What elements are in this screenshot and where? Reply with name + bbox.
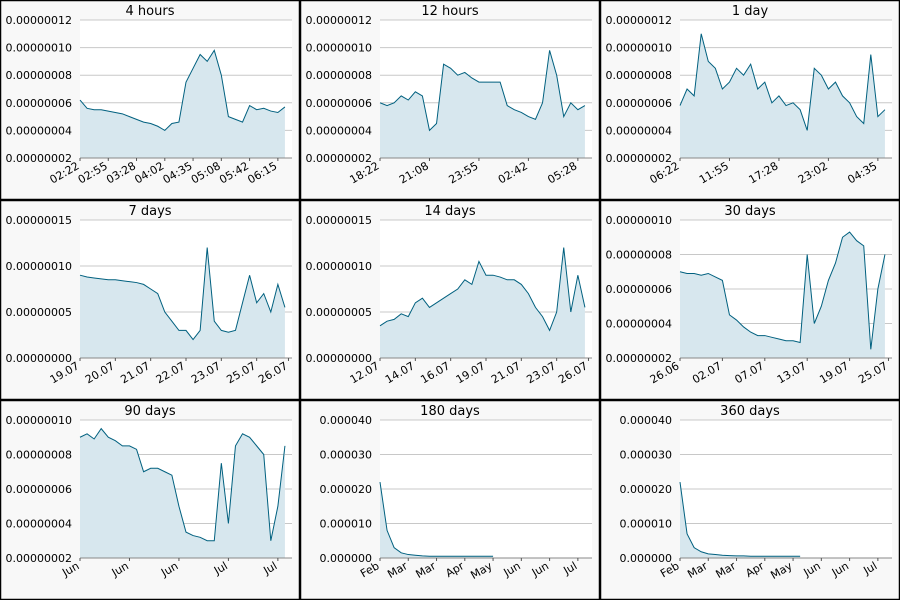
y-tick-label: 0.00000008 — [306, 69, 372, 82]
chart-title: 12 hours — [421, 4, 478, 19]
line — [679, 231, 886, 350]
line — [79, 427, 286, 542]
panel: 180 days 0.000000 0.000010 0.000020 0.000030… — [299, 399, 601, 600]
area — [680, 482, 801, 558]
x-tick-label: Jul — [860, 559, 879, 577]
line — [379, 247, 586, 332]
area — [680, 232, 885, 358]
y-tick-label: 0.00000008 — [6, 449, 72, 462]
y-tick-label: 0.000040 — [320, 414, 373, 427]
y-tick-label: 0.00000006 — [306, 97, 372, 110]
line — [679, 33, 886, 131]
line — [379, 50, 586, 132]
y-tick-label: 0.00000002 — [6, 552, 72, 565]
chart-title: 14 days — [424, 204, 476, 219]
y-tick-label: 0.000030 — [620, 449, 673, 462]
y-tick-label: 0.00000006 — [6, 97, 72, 110]
line — [79, 247, 286, 341]
y-tick-label: 0.00000004 — [306, 124, 372, 137]
chart-title: 30 days — [724, 204, 776, 219]
area — [380, 247, 585, 358]
y-tick-label: 0.00000012 — [6, 14, 72, 27]
y-tick-label: 0.00000000 — [306, 352, 372, 365]
line — [379, 482, 494, 557]
y-tick-label: 0.00000005 — [306, 306, 372, 319]
y-tick-label: 0.00000004 — [6, 518, 72, 531]
y-tick-label: 0.00000010 — [6, 42, 72, 55]
panel: 360 days 0.000000 0.000010 0.000020 0.000030… — [599, 399, 900, 600]
y-tick-label: 0.000020 — [620, 483, 673, 496]
y-tick-label: 0.00000015 — [6, 214, 72, 227]
y-tick-label: 0.00000010 — [306, 260, 372, 273]
x-tick-label: Jul — [211, 559, 230, 577]
y-tick-label: 0.000040 — [620, 414, 673, 427]
y-tick-label: 0.000020 — [320, 483, 373, 496]
y-tick-label: 0.00000005 — [6, 306, 72, 319]
chart-title: 7 days — [128, 204, 171, 219]
y-tick-label: 0.00000010 — [606, 42, 672, 55]
area — [380, 50, 585, 158]
y-tick-label: 0.00000010 — [6, 414, 72, 427]
line — [79, 49, 286, 132]
area — [80, 247, 285, 358]
y-tick-label: 0.00000010 — [6, 260, 72, 273]
y-tick-label: 0.00000006 — [6, 483, 72, 496]
panel: 14 days 0.00000000 0.00000005 0.00000010 0.0… — [299, 199, 601, 401]
y-tick-label: 0.00000006 — [606, 97, 672, 110]
y-tick-label: 0.00000008 — [6, 69, 72, 82]
area — [80, 428, 285, 558]
y-tick-label: 0.00000004 — [606, 124, 672, 137]
panel: 30 days 0.00000002 0.00000004 0.00000006 0.0… — [599, 199, 900, 401]
chart-title: 1 day — [732, 4, 769, 19]
y-tick-label: 0.00000015 — [306, 214, 372, 227]
y-tick-label: 0.000010 — [620, 518, 673, 531]
y-tick-label: 0.00000000 — [6, 352, 72, 365]
y-tick-label: 0.000010 — [320, 518, 373, 531]
panel: 7 days 0.00000000 0.00000005 0.00000010 0.00… — [0, 199, 301, 401]
y-tick-label: 0.00000002 — [6, 152, 72, 165]
y-tick-label: 0.000030 — [320, 449, 373, 462]
chart-title: 180 days — [420, 404, 480, 419]
y-tick-label: 0.00000002 — [306, 152, 372, 165]
y-tick-label: 0.00000012 — [306, 14, 372, 27]
chart-title: 90 days — [124, 404, 176, 419]
y-tick-label: 0.00000006 — [606, 283, 672, 296]
panel: 12 hours 0.00000002 0.00000004 0.00000006 0.… — [299, 0, 601, 201]
panel: 90 days 0.00000002 0.00000004 0.00000006 0.0… — [0, 399, 301, 600]
y-tick-label: 0.00000002 — [606, 352, 672, 365]
x-tick-label: Jul — [260, 559, 279, 577]
panel: 1 day 0.00000002 0.00000004 0.00000006 0.000… — [599, 0, 900, 201]
y-tick-label: 0.00000002 — [606, 152, 672, 165]
x-tick-label: Jul — [560, 559, 579, 577]
y-tick-label: 0.00000012 — [606, 14, 672, 27]
y-tick-label: 0.000000 — [620, 552, 673, 565]
chart-title: 4 hours — [126, 4, 175, 19]
y-tick-label: 0.00000010 — [606, 214, 672, 227]
y-tick-label: 0.00000004 — [6, 124, 72, 137]
y-tick-label: 0.00000008 — [606, 249, 672, 262]
panel: 4 hours 0.00000002 0.00000004 0.00000006 0.0… — [0, 0, 301, 201]
y-tick-label: 0.00000004 — [606, 318, 672, 331]
area — [380, 482, 494, 558]
y-tick-label: 0.00000008 — [606, 69, 672, 82]
line — [679, 482, 801, 557]
area — [680, 33, 885, 158]
y-tick-label: 0.00000010 — [306, 42, 372, 55]
y-tick-label: 0.000000 — [320, 552, 373, 565]
chart-title: 360 days — [720, 404, 780, 419]
